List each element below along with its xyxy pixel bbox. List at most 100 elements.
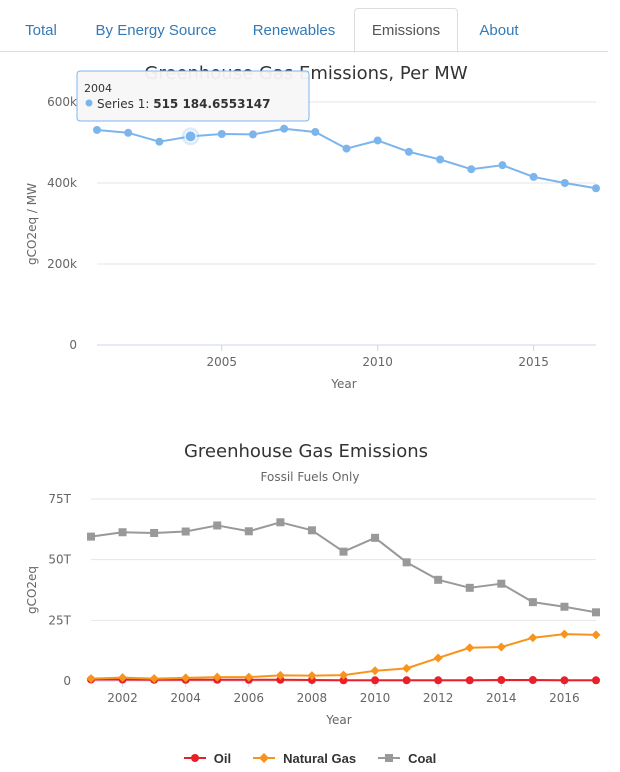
- chart-legend: Oil Natural Gas Coal: [0, 744, 620, 772]
- data-point[interactable]: [497, 579, 506, 588]
- data-point[interactable]: [591, 630, 601, 640]
- tooltip-series-marker: [85, 99, 93, 107]
- y-tick-label: 200k: [47, 257, 77, 271]
- series-line-series-1: [96, 127, 597, 190]
- data-point[interactable]: [339, 676, 348, 685]
- data-point[interactable]: [592, 676, 600, 685]
- data-point[interactable]: [307, 526, 316, 535]
- data-point[interactable]: [592, 184, 600, 193]
- data-point[interactable]: [560, 602, 569, 611]
- data-point[interactable]: [275, 670, 285, 680]
- data-point[interactable]: [339, 547, 348, 556]
- data-point[interactable]: [342, 144, 351, 153]
- data-point[interactable]: [371, 533, 380, 542]
- data-point[interactable]: [370, 666, 380, 676]
- data-point[interactable]: [436, 155, 445, 164]
- fossil-emissions-chart: Greenhouse Gas Emissions Fossil Fuels On…: [25, 441, 601, 727]
- tooltip-year: 2004: [84, 82, 112, 95]
- data-point[interactable]: [434, 676, 443, 685]
- emissions-per-mw-chart: Greenhouse Gas Emissions, Per MW 0200k40…: [25, 63, 600, 391]
- data-point[interactable]: [404, 147, 413, 156]
- data-point[interactable]: [373, 136, 382, 145]
- chart-title: Greenhouse Gas Emissions: [184, 441, 428, 462]
- data-point[interactable]: [528, 598, 537, 607]
- x-axis-label: Year: [330, 377, 356, 391]
- data-point[interactable]: [217, 129, 226, 138]
- data-point[interactable]: [212, 672, 222, 682]
- data-point[interactable]: [124, 128, 133, 137]
- x-tick-label: 2004: [170, 691, 201, 705]
- data-point[interactable]: [149, 674, 159, 684]
- legend-item-oil[interactable]: Oil: [183, 750, 232, 766]
- data-point[interactable]: [402, 558, 411, 567]
- data-point[interactable]: [276, 518, 285, 527]
- data-point[interactable]: [465, 583, 474, 592]
- tooltip-value: 515 184.6553147: [153, 97, 270, 111]
- data-point[interactable]: [118, 673, 128, 683]
- data-point[interactable]: [497, 676, 506, 685]
- data-point[interactable]: [213, 521, 222, 530]
- data-point[interactable]: [560, 676, 569, 685]
- data-point[interactable]: [244, 527, 253, 536]
- series-line-coal: [90, 521, 597, 614]
- data-point[interactable]: [467, 165, 476, 174]
- data-point[interactable]: [560, 179, 569, 187]
- data-point[interactable]: [181, 527, 190, 536]
- chart-subtitle: Fossil Fuels Only: [261, 470, 360, 484]
- tab-renewables[interactable]: Renewables: [252, 21, 336, 39]
- tab-by-energy-source[interactable]: By Energy Source: [95, 21, 217, 39]
- y-tick-label: 50T: [48, 553, 71, 567]
- data-point[interactable]: [465, 676, 474, 685]
- tab-total[interactable]: Total: [25, 21, 57, 39]
- data-point[interactable]: [433, 653, 443, 663]
- x-tick-label: 2010: [360, 691, 391, 705]
- data-point[interactable]: [434, 575, 443, 584]
- data-point[interactable]: [371, 676, 380, 685]
- data-point[interactable]: [402, 663, 412, 673]
- data-point[interactable]: [118, 528, 127, 537]
- data-point[interactable]: [86, 674, 96, 684]
- data-point[interactable]: [498, 161, 507, 170]
- data-point[interactable]: [244, 672, 254, 682]
- data-point[interactable]: [181, 673, 191, 683]
- data-point[interactable]: [248, 130, 257, 139]
- data-point[interactable]: [339, 670, 348, 680]
- x-axis-label: Year: [325, 713, 351, 727]
- legend-natural-gas-symbol: [253, 753, 276, 763]
- x-tick-label: 2012: [423, 691, 454, 705]
- legend-item-coal[interactable]: Coal: [378, 751, 436, 766]
- data-point[interactable]: [592, 608, 600, 617]
- data-point[interactable]: [87, 532, 95, 541]
- y-tick-label: 0: [63, 674, 71, 688]
- legend-label-oil: Oil: [213, 750, 232, 766]
- data-point[interactable]: [465, 643, 475, 653]
- data-point[interactable]: [402, 676, 411, 685]
- data-point[interactable]: [307, 671, 317, 681]
- tooltip-series-label: Series 1:: [97, 97, 153, 111]
- tab-about[interactable]: About: [479, 21, 519, 39]
- data-point[interactable]: [184, 130, 197, 143]
- data-point[interactable]: [150, 528, 159, 537]
- x-tick-label: 2006: [234, 691, 265, 705]
- y-tick-label: 25T: [48, 613, 71, 627]
- x-tick-label: 2015: [518, 355, 549, 369]
- tooltip: 2004 Series 1: 515 184.6553147: [76, 70, 310, 122]
- data-point[interactable]: [559, 629, 569, 639]
- data-point[interactable]: [528, 676, 537, 685]
- data-point[interactable]: [280, 124, 289, 133]
- data-point[interactable]: [529, 172, 538, 181]
- data-point[interactable]: [155, 137, 164, 146]
- x-tick-label: 2005: [206, 355, 237, 369]
- data-point[interactable]: [311, 127, 320, 136]
- legend-coal-symbol: [378, 754, 401, 762]
- svg-text:Series 1: 515 184.6553147: Series 1: 515 184.6553147: [97, 97, 271, 111]
- y-tick-label: 600k: [47, 95, 77, 109]
- tab-emissions[interactable]: Emissions: [354, 8, 458, 53]
- legend-item-natural-gas[interactable]: Natural Gas: [253, 751, 356, 766]
- data-point[interactable]: [93, 125, 101, 134]
- data-point[interactable]: [496, 642, 506, 652]
- legend-label-natural-gas: Natural Gas: [283, 750, 357, 766]
- x-tick-label: 2016: [549, 691, 580, 705]
- data-point[interactable]: [528, 633, 538, 643]
- x-tick-label: 2014: [486, 691, 517, 705]
